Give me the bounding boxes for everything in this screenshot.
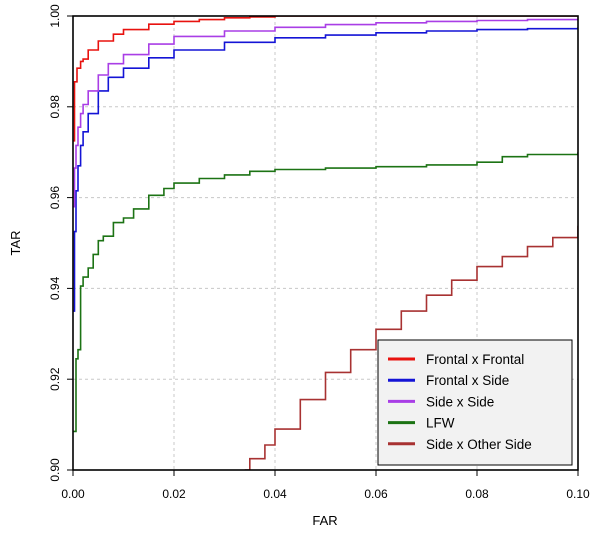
- y-axis-label: TAR: [8, 230, 23, 255]
- series-line-5: [244, 225, 578, 470]
- legend-label: Side x Side: [426, 394, 494, 409]
- series-lines: [73, 16, 578, 470]
- legend: Frontal x Frontal Frontal x Side Side x Si…: [377, 339, 573, 466]
- x-tick-label: 0.04: [263, 487, 287, 501]
- y-tick-label: 0.92: [48, 367, 62, 391]
- x-tick-label: 0.10: [566, 487, 590, 501]
- axis-ticks: 0.00 0.02 0.04 0.06 0.08 0.10 0.90 0.92 0.94 0.96…: [48, 4, 590, 501]
- legend-label: Frontal x Side: [426, 373, 509, 388]
- y-tick-label: 0.98: [48, 95, 62, 119]
- legend-label: LFW: [426, 416, 455, 431]
- x-tick-label: 0.00: [61, 487, 85, 501]
- y-tick-label: 0.96: [48, 186, 62, 210]
- series-line-1: [73, 16, 578, 142]
- x-tick-label: 0.06: [364, 487, 388, 501]
- series-line-4: [73, 152, 578, 433]
- series-line-3: [73, 18, 578, 208]
- y-tick-label: 0.94: [48, 276, 62, 300]
- x-tick-label: 0.08: [465, 487, 489, 501]
- legend-label: Frontal x Frontal: [426, 352, 524, 367]
- legend-label: Side x Other Side: [426, 437, 532, 452]
- y-tick-label: 0.90: [48, 458, 62, 482]
- plot-frame: [72, 15, 579, 471]
- series-line-2: [73, 27, 578, 312]
- y-tick-label: 1.00: [48, 4, 62, 28]
- x-axis-label: FAR: [312, 513, 337, 528]
- x-tick-label: 0.02: [162, 487, 186, 501]
